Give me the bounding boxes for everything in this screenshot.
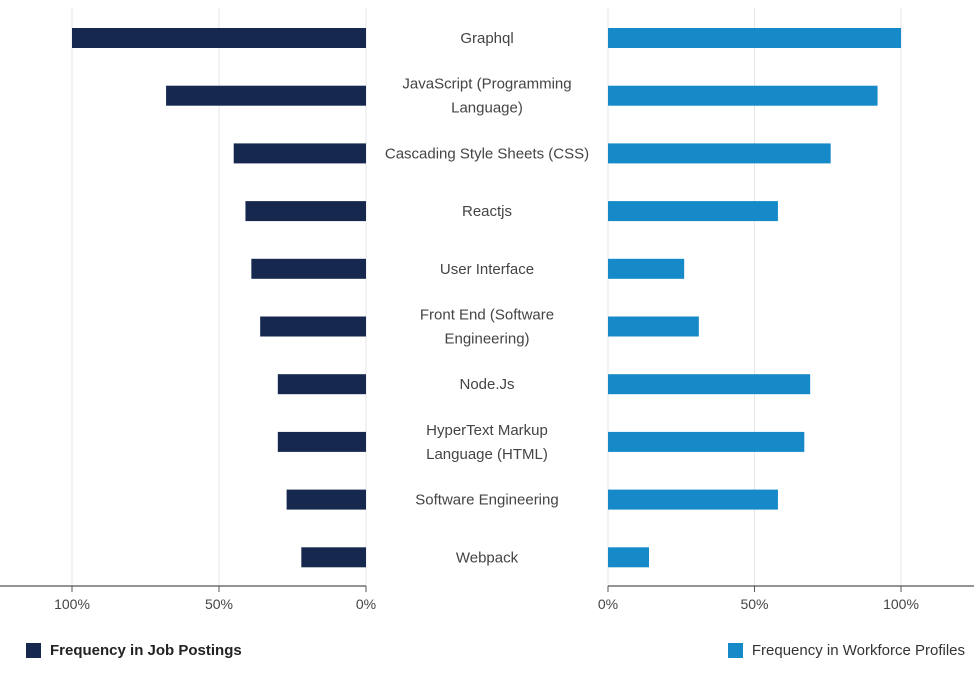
legend-workforce-profiles[interactable]: Frequency in Workforce Profiles <box>727 642 965 659</box>
legend-job-postings[interactable]: Frequency in Job Postings <box>26 642 242 659</box>
bar-job-postings[interactable] <box>245 201 366 222</box>
tick-label-left: 0% <box>356 596 376 612</box>
category-label: Language (HTML) <box>426 446 548 463</box>
bar-job-postings[interactable] <box>277 431 366 452</box>
bar-job-postings[interactable] <box>301 547 366 568</box>
bar-job-postings[interactable] <box>251 258 366 279</box>
tick-label-right: 50% <box>740 596 768 612</box>
category-label: JavaScript (Programming <box>402 76 571 93</box>
legend-swatch-job-postings <box>26 643 41 658</box>
bar-workforce-profiles[interactable] <box>608 431 805 452</box>
bar-workforce-profiles[interactable] <box>608 316 699 337</box>
category-label: Language) <box>451 100 523 117</box>
bar-job-postings[interactable] <box>260 316 366 337</box>
bar-workforce-profiles[interactable] <box>608 374 811 395</box>
category-label: Reactjs <box>462 203 512 220</box>
category-label: User Interface <box>440 261 534 278</box>
bar-workforce-profiles[interactable] <box>608 258 685 279</box>
category-label: Graphql <box>460 30 513 47</box>
category-label: Engineering) <box>444 331 529 348</box>
category-label: Cascading Style Sheets (CSS) <box>385 145 589 162</box>
bar-workforce-profiles[interactable] <box>608 143 831 164</box>
legend-swatch-workforce-profiles <box>727 643 743 658</box>
butterfly-bar-chart: Graphql JavaScript (Programming Language) C… <box>0 8 974 612</box>
category-label: Software Engineering <box>415 492 558 509</box>
legend-label-workforce-profiles: Frequency in Workforce Profiles <box>751 642 965 659</box>
bar-job-postings[interactable] <box>286 489 366 510</box>
bar-workforce-profiles[interactable] <box>608 85 878 106</box>
category-label: Webpack <box>456 549 519 566</box>
tick-label-right: 100% <box>883 596 919 612</box>
bar-workforce-profiles[interactable] <box>608 547 650 568</box>
tick-label-left: 100% <box>54 596 90 612</box>
tick-label-left: 50% <box>205 596 233 612</box>
tick-label-right: 0% <box>598 596 618 612</box>
category-label: Node.Js <box>459 376 514 393</box>
category-labels: Graphql JavaScript (Programming Language) C… <box>385 30 589 566</box>
axes: 100% 50% 0% 0% 50% 100% <box>0 585 974 612</box>
bar-workforce-profiles[interactable] <box>608 201 778 222</box>
bar-workforce-profiles[interactable] <box>608 28 901 48</box>
category-label: Front End (Software <box>420 307 554 324</box>
bar-job-postings[interactable] <box>233 143 366 164</box>
legend-label-job-postings: Frequency in Job Postings <box>50 642 242 659</box>
bar-job-postings[interactable] <box>72 28 366 48</box>
bars <box>72 28 901 568</box>
bar-job-postings[interactable] <box>277 374 366 395</box>
bar-job-postings[interactable] <box>166 85 366 106</box>
bar-workforce-profiles[interactable] <box>608 489 778 510</box>
category-label: HyperText Markup <box>426 422 548 439</box>
